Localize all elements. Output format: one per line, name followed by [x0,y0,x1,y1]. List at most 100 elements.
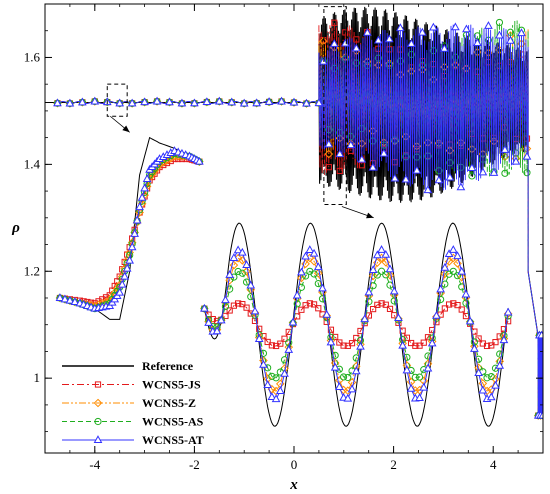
main-wcns5-at-point [152,96,162,105]
main-wcns5-js-point [353,36,360,43]
main-wcns5-js-point [358,162,365,169]
x-tick-label: -2 [189,457,200,472]
main-wcns5-js-point [325,164,332,171]
main-wcns5-as-point [495,18,504,27]
inset-left-wcns5-at-point [117,279,127,288]
inset-left-wcns5-at-point [132,215,142,224]
main-wcns5-as-point [468,172,476,180]
main-wcns5-z-point [214,97,224,106]
inset-right-wcns5-at-point [461,289,471,298]
inset-right-wcns5-z-point [200,304,209,313]
main-wcns5-at-point [324,139,334,148]
inset-right-wcns5-at-point [394,313,403,322]
main-wcns5-at-point [517,28,526,37]
inset-left-wcns5-at-point [122,263,132,272]
inset-right-wcns5-at-point [288,317,298,326]
inset-right-wcns5-at-point [318,283,327,292]
main-wcns5-at-point [373,35,383,44]
main-wcns5-at-point [429,22,438,31]
legend: Reference WCNS5-JS WCNS5-Z WCNS5-AS WCNS5-AT [62,359,204,447]
inset-right-wcns5-js-point [386,305,394,312]
main-wcns5-at-point [214,96,224,105]
main-wcns5-at-point [467,163,477,171]
inset-right-wcns5-js-point [235,300,242,307]
legend-marker [93,435,103,443]
y-tick-label: 1 [34,370,41,385]
main-wcns5-at-point [78,97,87,106]
inset-right-wcns5-as-point [475,355,483,363]
inset-right-wcns5-js-point [475,335,482,342]
main-wcns5-at-point [418,27,427,36]
main-wcns5-at-point [335,149,345,158]
inset-right-wcns5-at-point [503,307,513,316]
inset-right-wcns5-at-point [347,384,357,393]
inset-right-wcns5-as-point [365,298,373,306]
main-wcns5-at-point [115,98,125,107]
inset-right-wcns5-js-point [226,307,233,314]
inset-right-wcns5-at-point [470,344,479,352]
zoom-box-1 [106,83,128,117]
main-wcns5-at-point [396,23,405,32]
inset-left-wcns5-z-point [55,293,65,303]
inset-right-wcns5-js-point [332,333,339,341]
inset-right-wcns5-at-point [385,264,395,273]
main-wcns5-at-point [522,151,532,160]
inset-right-wcns5-at-point [216,315,226,324]
main-wcns5-at-point [484,21,493,29]
main-wcns5-at-point [202,97,212,106]
inset-right-wcns5-as-point [264,364,272,372]
main-wcns5-at-point [423,185,433,194]
inset-right-wcns5-js-point [310,301,318,308]
inset-right-wcns5-js-point [454,302,461,309]
legend-entry-reference: Reference [62,359,194,373]
inset-left-wcns5-at-point [115,287,125,296]
inset-right-wcns5-z-point [381,257,391,267]
main-wcns5-at-point [264,97,274,105]
inset-right-wcns5-as-point [377,267,386,275]
legend-entry-wcns5-as: WCNS5-AS [62,415,204,429]
inset-right-wcns5-at-point [221,295,230,304]
inset-right-wcns5-at-point [246,280,256,289]
inset-right-wcns5-as-point [449,267,457,275]
inset-right-wcns5-at-point [465,316,475,325]
inset-right-wcns5-as-point [268,372,276,380]
main-wcns5-z-point [318,36,328,46]
main-wcns5-at-point [500,145,510,153]
main-wcns5-at-point [357,154,367,163]
legend-label: WCNS5-AT [142,433,204,447]
zoom-arrow-1 [109,115,130,133]
main-wcns5-at-point [462,24,471,33]
main-wcns5-at-point [385,34,394,43]
inset-right-wcns5-as-point [247,293,255,301]
main-wcns5-at-point [537,330,543,339]
inset-right-wcns5-z-point [453,259,462,268]
inset-right-wcns5-at-point [381,249,391,258]
inset-right-wcns5-as-point [462,299,470,307]
inset-right-wcns5-at-point [474,368,483,376]
legend-label: WCNS5-AS [142,415,204,429]
inset-right-wcns5-js-point [403,334,410,341]
x-tick-label: 4 [490,457,497,472]
inset-right-wcns5-at-point [444,249,454,258]
inset-right-wcns5-as-point [221,302,230,311]
inset-right-wcns5-as-point [318,295,327,303]
inset-right-wcns5-at-point [275,386,285,394]
y-tick-label: 1.6 [24,49,41,64]
inset-right-wcns5-as-point [272,374,280,382]
inset-right-wcns5-as-line [203,270,509,379]
inset-right-wcns5-js-line [203,302,509,347]
main-wcns5-at-point [495,30,504,39]
main-wcns5-at-point [165,97,174,106]
annotation-layer [106,6,374,219]
inset-right-wcns5-at-point [254,334,264,343]
inset-right-wcns5-at-point [495,360,505,369]
inset-right-wcns5-at-point [415,393,424,402]
inset-right-wcns5-js-point [492,339,499,346]
inset-right-wcns5-js-point [281,335,288,342]
inset-right-wcns5-js-point [365,312,373,319]
inset-right-wcns5-at-point [250,306,260,315]
main-wcns5-as-point [501,169,509,177]
main-wcns5-at-point [440,43,449,52]
main-wcns5-at-point [511,156,521,165]
inset-right-wcns5-js-point [458,306,465,313]
